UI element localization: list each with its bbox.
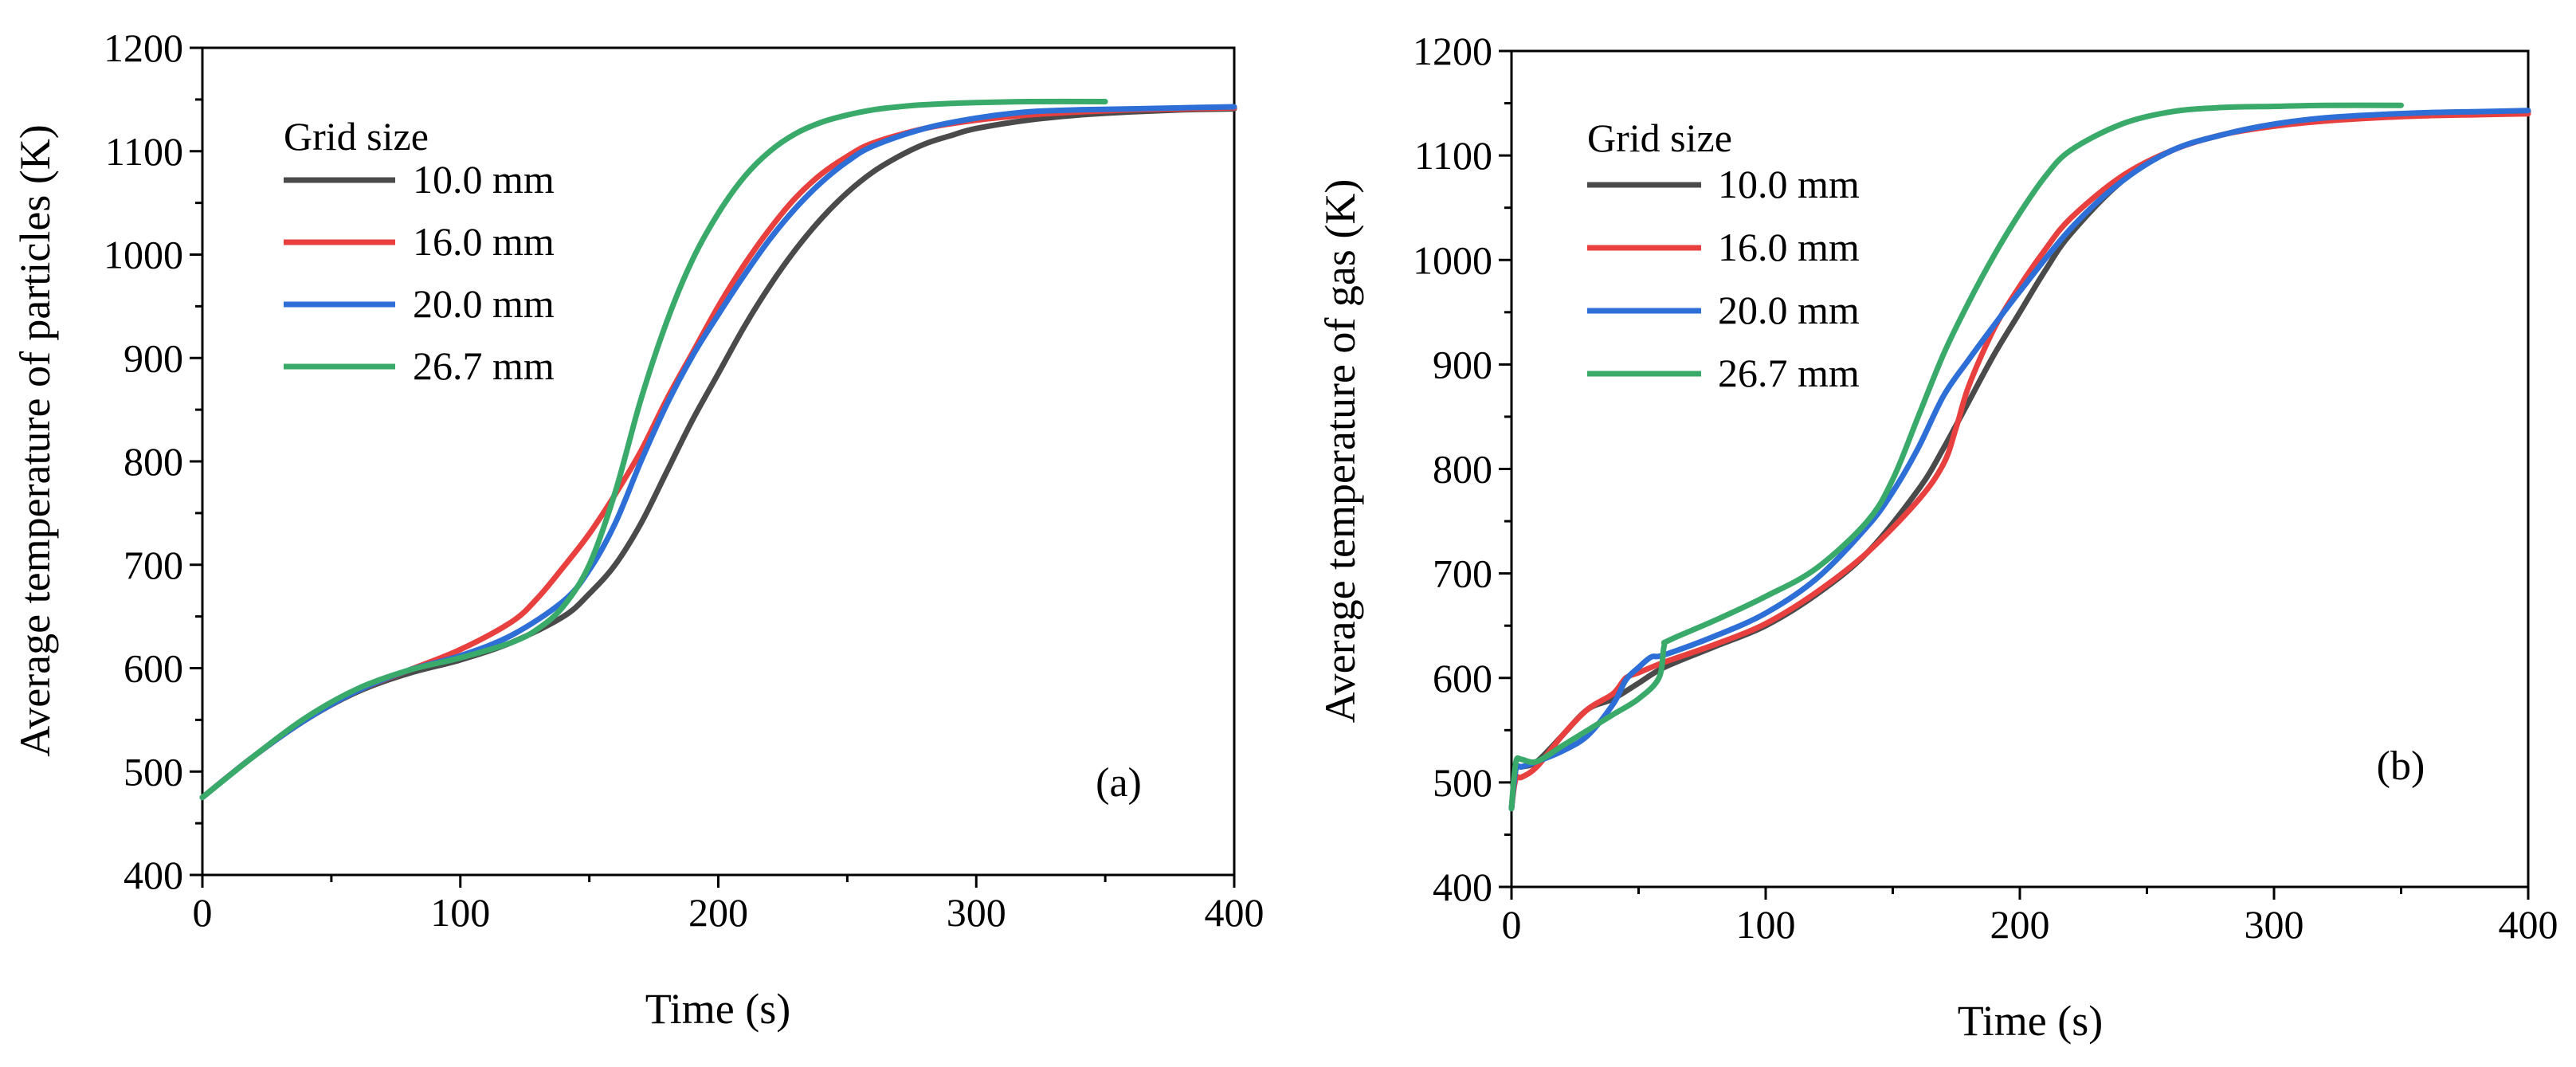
panel-b-xtick-label: 100 — [1736, 902, 1796, 947]
panel-b-ytick-label: 800 — [1433, 447, 1492, 492]
panel-a-ylabel: Average temperature of particles (K) — [11, 124, 59, 757]
panel-b-xtick-label: 400 — [2499, 902, 2558, 947]
panel-b-ytick-label: 600 — [1433, 656, 1492, 700]
panel-a-ytick-label: 1100 — [105, 129, 183, 174]
panel-b-legend-title: Grid size — [1587, 116, 1732, 160]
panel-a-legend-label-26-7-mm: 26.7 mm — [413, 343, 555, 388]
panel-b-ytick-label: 1100 — [1414, 133, 1492, 178]
panel-a-ytick-label: 1200 — [104, 25, 183, 70]
panel-b-xlabel: Time (s) — [1958, 997, 2104, 1045]
panel-a-ytick-label: 500 — [124, 749, 183, 794]
panel-b-legend-label-20-0-mm: 20.0 mm — [1718, 288, 1860, 332]
panel-b-ytick-label: 1200 — [1413, 29, 1492, 73]
panel-b-ytick-label: 900 — [1433, 342, 1492, 386]
panel-a-ytick-label: 400 — [124, 853, 183, 897]
panel-b-legend-label-16-0-mm: 16.0 mm — [1718, 225, 1860, 269]
panel-b-legend-label-10-0-mm: 10.0 mm — [1718, 162, 1860, 206]
panel-a-ytick-label: 700 — [124, 543, 183, 587]
panel-a-ytick-label: 800 — [124, 439, 183, 484]
panel-b-series-line-20-0-mm — [1508, 108, 2531, 812]
panel-a-ytick-label: 600 — [124, 646, 183, 691]
panel-b-label: (b) — [2377, 743, 2425, 789]
panel-a-xlabel: Time (s) — [645, 985, 791, 1033]
panel-a-legend-label-20-0-mm: 20.0 mm — [413, 281, 555, 326]
panel-b-series-line-26-7-mm — [1508, 102, 2404, 812]
panel-a-legend-label-10-0-mm: 10.0 mm — [413, 157, 555, 202]
panel-a-ytick-label: 900 — [124, 335, 183, 380]
panel-a-xtick-label: 200 — [688, 890, 748, 935]
panel-a-xtick-label: 0 — [193, 890, 213, 935]
panel-b-xtick-label: 200 — [1990, 902, 2050, 947]
panel-a-plot-frame — [201, 46, 1236, 877]
panel-b-xtick-label: 300 — [2245, 902, 2304, 947]
panel-b-ytick-label: 500 — [1433, 760, 1492, 805]
panel-b: Average temperature of gas (K) Time (s) … — [1316, 29, 2558, 1045]
panel-a-xtick-label: 300 — [947, 890, 1006, 935]
panel-a-xtick-label: 400 — [1205, 890, 1264, 935]
panel-a-label: (a) — [1096, 760, 1142, 806]
panel-a: Average temperature of particles (K) Tim… — [11, 25, 1264, 1033]
panel-a-series-line-26-7-mm — [199, 98, 1108, 801]
panel-b-plot-frame — [1510, 49, 2530, 889]
panel-b-ytick-label: 700 — [1433, 551, 1492, 596]
panel-a-xtick-label: 100 — [430, 890, 490, 935]
panel-a-legend-label-16-0-mm: 16.0 mm — [413, 219, 555, 264]
panel-b-legend-label-26-7-mm: 26.7 mm — [1718, 351, 1860, 395]
panel-a-legend-title: Grid size — [284, 114, 429, 159]
panel-b-ytick-label: 1000 — [1413, 237, 1492, 282]
panel-b-ylabel: Average temperature of gas (K) — [1316, 179, 1364, 724]
panel-b-ytick-label: 400 — [1433, 865, 1492, 909]
panel-a-ytick-label: 1000 — [104, 233, 183, 277]
panel-b-xtick-label: 0 — [1502, 902, 1522, 947]
